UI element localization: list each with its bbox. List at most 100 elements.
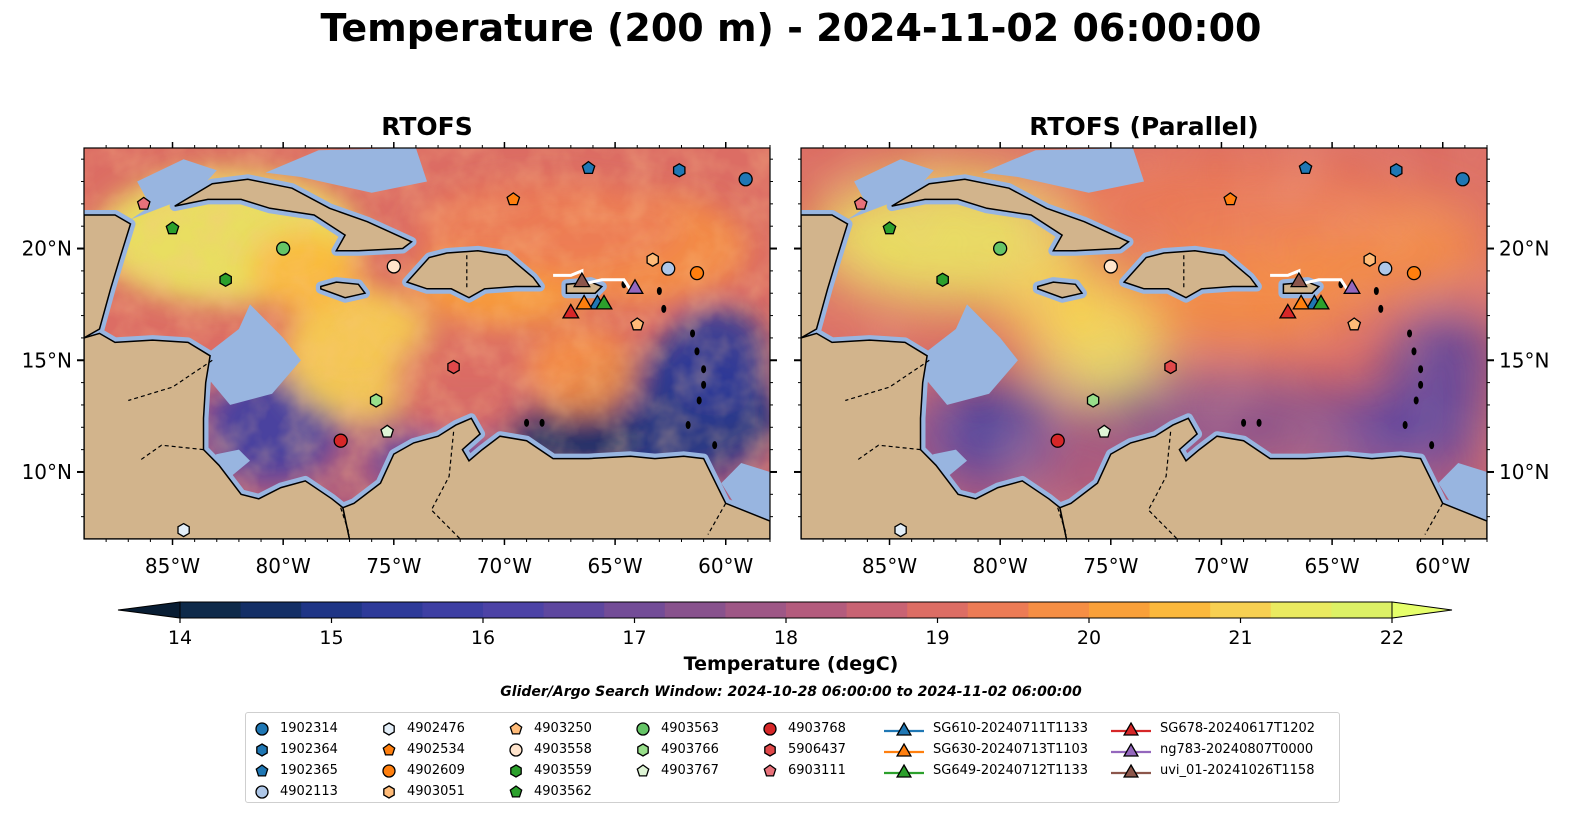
legend-marker-pentagon-icon (255, 763, 269, 777)
marker-1902364 (1389, 163, 1403, 178)
legend-marker-hexagon-icon (383, 721, 395, 736)
marker-ng783-20240807T0000 (1343, 278, 1361, 294)
colorbar-tick-label: 14 (168, 627, 192, 649)
legend-label: 1902314 (280, 721, 338, 736)
legend-marker-hexagon-icon (637, 742, 649, 757)
panel-title-left: RTOFS (381, 112, 473, 141)
marker-4903558 (1103, 259, 1118, 274)
lat-tick-label: 10°N (22, 460, 72, 484)
legend-marker-circle-icon (382, 763, 396, 778)
marker-SG630-20240713T1103 (1292, 294, 1311, 310)
legend-label: uvi_01-20241026T1158 (1160, 763, 1315, 778)
marker-4903768 (1050, 433, 1065, 448)
marker-4903250 (630, 317, 645, 331)
marker-uvi_01-20241026T1158 (1289, 271, 1308, 288)
legend-label: 4903768 (788, 721, 846, 736)
legend-label: 4902113 (280, 784, 338, 799)
legend-marker-triangle-icon (884, 721, 924, 736)
lon-tick-label: 80°W (973, 554, 1028, 578)
legend-item: 4903558 (506, 739, 592, 760)
marker-4902609 (689, 265, 705, 281)
legend-item: SG678-20240617T1202 (1110, 718, 1315, 739)
legend-marker-triangle-icon (1111, 742, 1151, 757)
legend-item: 1902364 (252, 739, 338, 760)
marker-4903563 (993, 241, 1008, 256)
marker-4903563 (276, 241, 291, 256)
legend-item: 1902314 (252, 718, 338, 739)
map-panel-rtofs-parallel (801, 148, 1487, 539)
map-axes-left: 85°W 80°W 75°W 70°W 65°W 60°W 10°N 15°N 20°N (22, 142, 777, 578)
marker-6903111 (136, 196, 151, 210)
legend-label: 1902364 (280, 742, 338, 757)
legend-column: 4902476 4902534 4902609 4903051 (379, 718, 465, 802)
marker-4903767 (1097, 424, 1112, 438)
marker-4903051 (1363, 252, 1376, 267)
legend-marker-triangle-icon (1111, 721, 1151, 736)
legend-item: 4902534 (379, 739, 465, 760)
legend-label: 4902609 (407, 763, 465, 778)
legend-item: 4903768 (760, 718, 846, 739)
marker-4903768 (333, 433, 348, 448)
marker-4902476 (894, 522, 907, 538)
legend-item: 4902113 (252, 781, 338, 802)
legend-item: 6903111 (760, 760, 846, 781)
legend-marker-pentagon-icon (636, 763, 650, 777)
marker-5906437 (1164, 359, 1177, 375)
legend-marker-circle-icon (255, 721, 269, 736)
marker-1902365 (1298, 160, 1313, 175)
marker-SG678-20240617T1202 (561, 303, 580, 319)
legend-item: 4902609 (379, 760, 465, 781)
lon-tick-label: 60°W (698, 554, 753, 578)
colorbar-tick-label: 15 (319, 627, 343, 649)
legend-item: 4902476 (379, 718, 465, 739)
lon-tick-label: 75°W (1083, 554, 1138, 578)
marker-4903767 (380, 424, 395, 438)
marker-1902314 (738, 172, 753, 187)
lon-tick-label: 85°W (862, 554, 917, 578)
legend-item: 1902365 (252, 760, 338, 781)
marker-SG678-20240617T1202 (1278, 303, 1297, 319)
marker-uvi_01-20241026T1158 (572, 271, 591, 288)
legend-marker-hexagon-icon (510, 763, 522, 778)
map-panel-rtofs (84, 148, 770, 539)
legend-item: 4903766 (633, 739, 719, 760)
marker-SG649-20240712T1133 (595, 294, 613, 310)
colorbar: 14 15 16 17 18 19 20 21 22 (117, 601, 1453, 649)
legend-item: 4903563 (633, 718, 719, 739)
marker-4903051 (646, 252, 659, 267)
lat-tick-label: 20°N (22, 237, 72, 261)
map-axes-right: 85°W 80°W 75°W 70°W 65°W 60°W 10°N 15°N 20°N (794, 142, 1549, 578)
colorbar-tick-label: 17 (622, 627, 646, 649)
marker-4903559 (936, 272, 949, 288)
legend-label: 4903559 (534, 763, 592, 778)
legend-item: uvi_01-20241026T1158 (1110, 760, 1315, 781)
marker-4903766 (1086, 393, 1100, 408)
lon-tick-label: 70°W (1194, 554, 1249, 578)
legend-label: 4903558 (534, 742, 592, 757)
legend-label: 6903111 (788, 763, 846, 778)
legend-marker-pentagon-icon (382, 742, 396, 756)
legend: 1902314 1902364 1902365 4902113 4902476 49025… (245, 712, 1340, 803)
colorbar-tick-label: 18 (774, 627, 798, 649)
panel-title-right: RTOFS (Parallel) (1029, 112, 1259, 141)
legend-item: 4903562 (506, 781, 592, 802)
legend-column: SG678-20240617T1202 ng783-20240807T0000 uv… (1110, 718, 1315, 781)
marker-4903250 (1347, 317, 1362, 331)
legend-column: 1902314 1902364 1902365 4902113 (252, 718, 338, 802)
marker-5906437 (447, 359, 460, 375)
legend-label: 4903562 (534, 784, 592, 799)
search-window-text: Glider/Argo Search Window: 2024-10-28 06… (500, 684, 1082, 700)
legend-label: 4903767 (661, 763, 719, 778)
marker-4903559 (219, 272, 232, 288)
colorbar-tick-label: 20 (1077, 627, 1101, 649)
marker-SG649-20240712T1133 (1312, 294, 1330, 310)
lon-tick-label: 70°W (477, 554, 532, 578)
legend-item: ng783-20240807T0000 (1110, 739, 1315, 760)
legend-column: 4903250 4903558 4903559 4903562 (506, 718, 592, 802)
figure-title: Temperature (200 m) - 2024-11-02 06:00:0… (320, 6, 1262, 50)
marker-SG630-20240713T1103 (575, 294, 594, 310)
lon-tick-label: 75°W (366, 554, 421, 578)
legend-marker-triangle-icon (1111, 763, 1151, 778)
legend-item: SG630-20240713T1103 (883, 739, 1088, 760)
colorbar-tick-label: 22 (1380, 627, 1404, 649)
